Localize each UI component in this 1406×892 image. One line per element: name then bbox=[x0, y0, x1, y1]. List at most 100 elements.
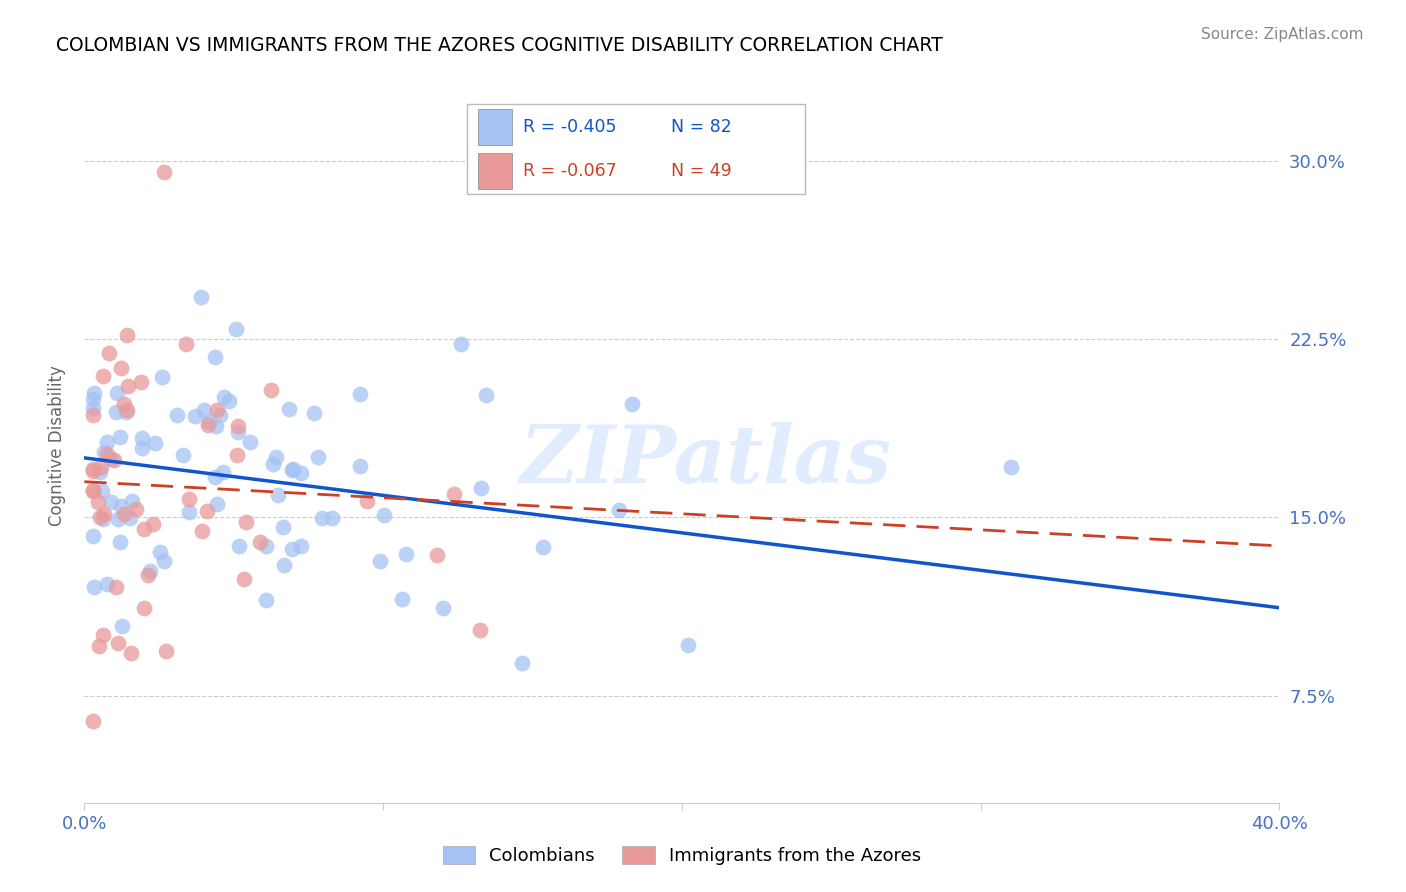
Point bbox=[153, 165, 176, 179]
Point bbox=[120, 646, 142, 660]
Point bbox=[110, 535, 132, 549]
Point bbox=[117, 402, 139, 417]
Point bbox=[89, 509, 111, 524]
Point bbox=[254, 592, 277, 607]
Point bbox=[103, 452, 125, 467]
Text: N = 49: N = 49 bbox=[671, 162, 731, 180]
Point bbox=[349, 387, 371, 401]
Point bbox=[349, 459, 371, 474]
Point bbox=[98, 346, 121, 360]
Point bbox=[193, 402, 215, 417]
Point bbox=[475, 388, 498, 402]
Point bbox=[110, 360, 132, 375]
Point bbox=[290, 539, 312, 553]
Point bbox=[190, 290, 212, 304]
Point bbox=[197, 417, 219, 432]
Point bbox=[1000, 460, 1022, 475]
Point bbox=[82, 483, 104, 497]
Point bbox=[432, 601, 454, 615]
Point bbox=[391, 591, 413, 606]
Point bbox=[177, 504, 200, 518]
Point bbox=[228, 539, 250, 553]
Point bbox=[111, 618, 134, 632]
Point bbox=[311, 510, 333, 524]
Point bbox=[607, 503, 630, 517]
Point bbox=[118, 510, 141, 524]
Y-axis label: Cognitive Disability: Cognitive Disability bbox=[48, 366, 66, 526]
Point bbox=[218, 393, 240, 408]
Point bbox=[93, 445, 115, 459]
Point bbox=[184, 409, 207, 424]
Point bbox=[172, 448, 194, 462]
Point bbox=[443, 487, 465, 501]
Point bbox=[211, 465, 233, 479]
Point bbox=[468, 623, 491, 637]
Point bbox=[91, 369, 114, 384]
Point bbox=[91, 512, 114, 526]
Point bbox=[104, 405, 127, 419]
Point bbox=[82, 408, 104, 422]
Legend: Colombians, Immigrants from the Azores: Colombians, Immigrants from the Azores bbox=[436, 838, 928, 872]
Point bbox=[239, 434, 262, 449]
Point bbox=[143, 436, 166, 450]
Point bbox=[179, 491, 201, 506]
Point bbox=[226, 448, 249, 462]
Point bbox=[131, 431, 153, 445]
Point bbox=[273, 558, 295, 573]
Point bbox=[82, 483, 104, 498]
Point bbox=[90, 459, 112, 474]
Point bbox=[278, 402, 301, 417]
Point bbox=[368, 554, 391, 568]
Point bbox=[83, 386, 105, 401]
Point bbox=[204, 350, 226, 364]
Point bbox=[100, 495, 122, 509]
Point bbox=[82, 528, 104, 542]
Point bbox=[395, 547, 418, 561]
Point bbox=[307, 450, 329, 465]
Point bbox=[134, 600, 156, 615]
Point bbox=[108, 430, 131, 444]
Point bbox=[190, 524, 212, 538]
Point bbox=[214, 390, 236, 404]
Point bbox=[512, 656, 534, 670]
Point bbox=[205, 418, 228, 433]
Point bbox=[96, 435, 118, 450]
FancyBboxPatch shape bbox=[467, 104, 806, 194]
Point bbox=[107, 636, 129, 650]
Point bbox=[150, 370, 173, 384]
Point bbox=[204, 469, 226, 483]
Point bbox=[254, 540, 277, 554]
Point bbox=[82, 392, 104, 407]
Text: R = -0.067: R = -0.067 bbox=[523, 162, 616, 180]
Point bbox=[225, 322, 247, 336]
Point bbox=[136, 568, 159, 582]
Point bbox=[271, 520, 294, 534]
Point bbox=[82, 462, 104, 476]
Point bbox=[82, 401, 104, 416]
Point bbox=[134, 523, 156, 537]
Point bbox=[139, 565, 162, 579]
Point bbox=[356, 493, 378, 508]
Point bbox=[131, 442, 153, 456]
Point bbox=[121, 494, 143, 508]
Point bbox=[82, 465, 104, 479]
Point bbox=[91, 628, 114, 642]
Bar bbox=[478, 153, 512, 189]
Point bbox=[115, 328, 138, 343]
Point bbox=[426, 548, 449, 562]
Point bbox=[87, 495, 110, 509]
Point bbox=[83, 580, 105, 594]
Point bbox=[82, 714, 104, 728]
Point bbox=[93, 507, 115, 521]
Point bbox=[112, 397, 135, 411]
Point bbox=[105, 386, 128, 401]
Point bbox=[470, 481, 492, 495]
Text: N = 82: N = 82 bbox=[671, 118, 731, 136]
Point bbox=[129, 375, 152, 389]
Point bbox=[142, 516, 165, 531]
Point bbox=[112, 507, 135, 521]
Point bbox=[89, 465, 111, 479]
Text: COLOMBIAN VS IMMIGRANTS FROM THE AZORES COGNITIVE DISABILITY CORRELATION CHART: COLOMBIAN VS IMMIGRANTS FROM THE AZORES … bbox=[56, 36, 943, 54]
Point bbox=[155, 644, 177, 658]
Point bbox=[96, 577, 118, 591]
